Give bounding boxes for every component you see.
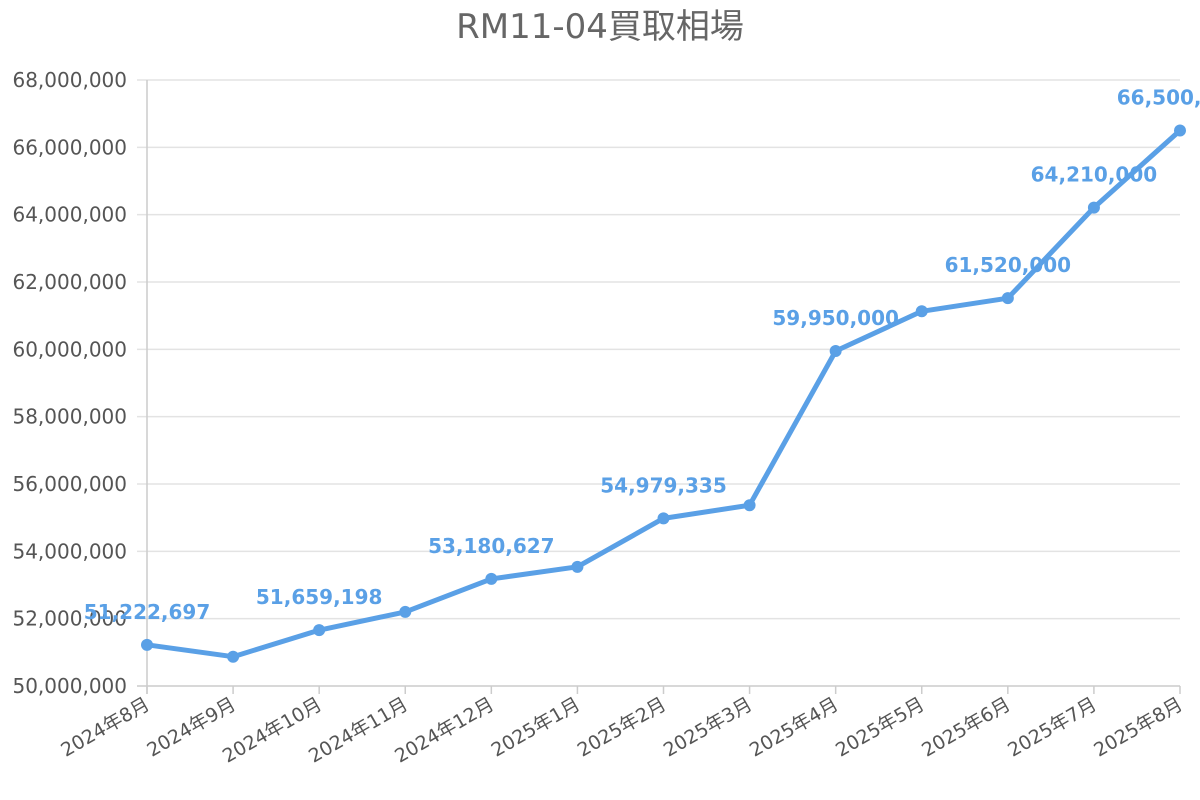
- data-label: 59,950,000: [772, 306, 899, 330]
- data-point: [743, 499, 756, 512]
- y-tick-label: 60,000,000: [12, 337, 127, 361]
- data-label: 61,520,000: [945, 253, 1072, 277]
- data-label: 53,180,627: [428, 534, 555, 558]
- data-label: 66,500,000: [1117, 86, 1200, 110]
- data-point: [399, 605, 412, 618]
- y-tick-label: 62,000,000: [12, 270, 127, 294]
- x-tick-label: 2024年8月: [57, 693, 153, 761]
- y-tick-label: 64,000,000: [12, 203, 127, 227]
- x-tick-label: 2025年8月: [1090, 693, 1186, 761]
- chart-title: RM11-04買取相場: [456, 7, 744, 47]
- x-tick-label: 2025年5月: [832, 693, 928, 761]
- data-label: 64,210,000: [1031, 163, 1158, 187]
- x-tick-label: 2025年2月: [574, 693, 670, 761]
- x-tick-label: 2025年3月: [660, 693, 756, 761]
- grid-lines: [137, 79, 1180, 687]
- data-point: [1174, 124, 1186, 137]
- y-tick-label: 66,000,000: [12, 135, 127, 159]
- series-group: [141, 124, 1186, 663]
- data-point: [485, 572, 498, 585]
- y-tick-label: 54,000,000: [12, 539, 127, 563]
- y-axis: 50,000,000 52,000,000 54,000,000 56,000,000…: [12, 68, 148, 698]
- x-tick-label: 2025年6月: [918, 693, 1014, 761]
- data-point: [1087, 201, 1100, 214]
- data-point: [227, 650, 240, 663]
- data-point: [571, 560, 584, 573]
- y-tick-label: 68,000,000: [12, 68, 127, 92]
- data-label: 51,222,697: [84, 600, 211, 624]
- data-point: [829, 345, 842, 358]
- y-tick-label: 52,000,000: [12, 607, 127, 631]
- data-point: [1001, 292, 1014, 305]
- y-tick-label: 58,000,000: [12, 405, 127, 429]
- y-tick-label: 56,000,000: [12, 472, 127, 496]
- data-point: [657, 512, 670, 525]
- x-axis: 2024年8月2024年9月2024年10月2024年11月2024年12月20…: [57, 686, 1187, 768]
- x-tick-label: 2025年1月: [488, 693, 584, 761]
- data-label: 54,979,335: [600, 473, 727, 497]
- x-tick-label: 2025年7月: [1004, 693, 1100, 761]
- x-tick-label: 2025年4月: [746, 693, 842, 761]
- data-label: 51,659,198: [256, 585, 383, 609]
- data-labels: 51,222,697 51,659,198 53,180,627 54,979,335…: [84, 86, 1200, 624]
- data-point: [141, 638, 153, 651]
- y-tick-label: 50,000,000: [12, 674, 127, 698]
- data-point: [915, 305, 928, 318]
- series-line: [144, 128, 1183, 660]
- data-point: [313, 624, 326, 637]
